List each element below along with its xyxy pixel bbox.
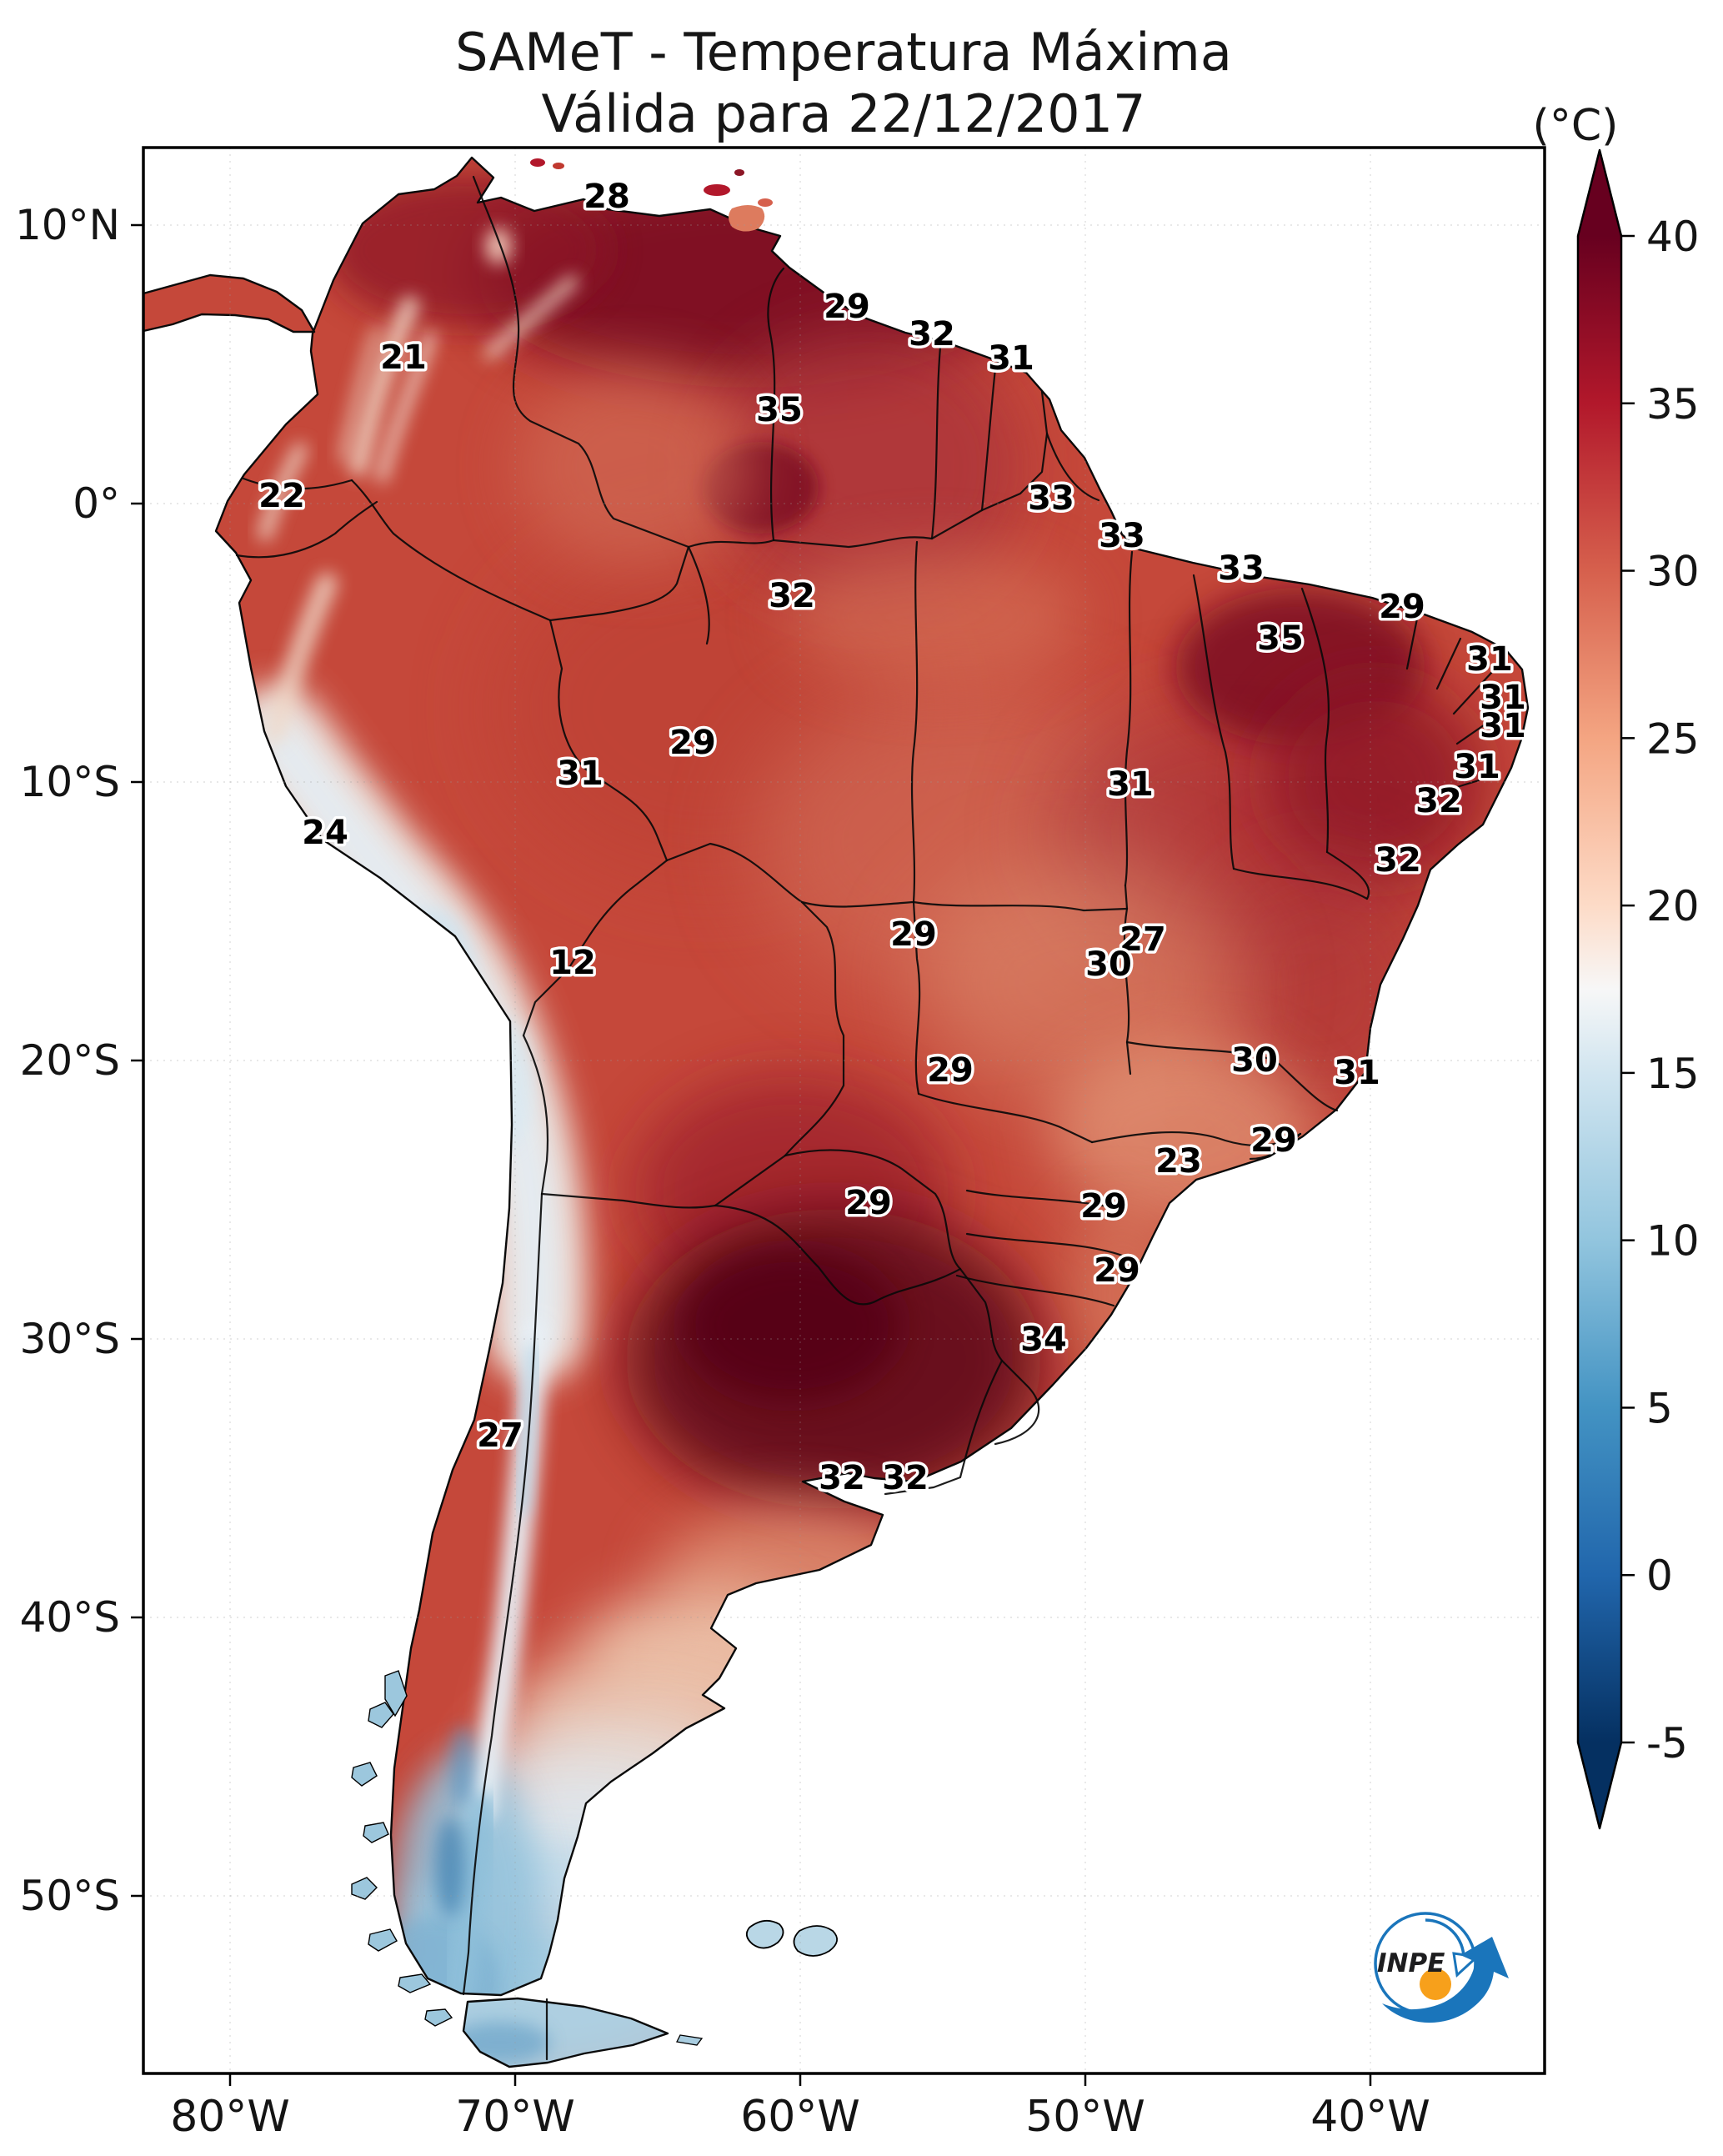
temperature-label: 32	[1375, 841, 1421, 880]
temperature-label: 29	[669, 724, 716, 762]
fjord-islands	[351, 1670, 453, 2027]
colorbar-tick-label: 10	[1646, 1217, 1700, 1266]
plot-frame	[142, 146, 1546, 2075]
temperature-label: 31	[1480, 707, 1526, 745]
temperature-label: 32	[909, 315, 955, 353]
inpe-logo: INPE	[1374, 1912, 1509, 2023]
temperature-label: 30	[1231, 1041, 1278, 1080]
colorbar-tick-label: -5	[1646, 1719, 1688, 1767]
temperature-label: 12	[549, 944, 596, 982]
temperature-label: 29	[1379, 588, 1425, 626]
colorbar-tick-label: 40	[1646, 213, 1700, 261]
colorbar-arrow-top	[1578, 150, 1621, 236]
temperature-label: 29	[845, 1184, 892, 1222]
temperature-label: 33	[1028, 479, 1074, 518]
figure-title-line2: Válida para 22/12/2017	[542, 83, 1146, 144]
colorbar-tick-label: 5	[1646, 1384, 1673, 1432]
temperature-label: 29	[927, 1051, 974, 1090]
colorbar-unit-label: (°C)	[1533, 101, 1619, 151]
temperature-label: 33	[1218, 549, 1265, 588]
islands	[351, 158, 838, 2046]
temperature-label: 29	[1080, 1187, 1127, 1226]
lat-axis: 10°N 0° 10°S 20°S 30°S 40°S 50°S	[15, 201, 143, 1920]
temperature-label: 30	[1085, 945, 1132, 984]
temperature-label: 35	[1257, 619, 1304, 658]
temperature-label: 22	[258, 477, 305, 515]
lon-tick-label: 40°W	[1310, 2092, 1430, 2142]
lat-tick-label: 40°S	[20, 1593, 120, 1642]
lat-tick-label: 30°S	[20, 1315, 120, 1363]
colorbar: (°C) 40 35 30 25 20 15 10 5 0 -5	[1533, 101, 1700, 1830]
temperature-label: 21	[380, 338, 427, 377]
lat-tick-label: 20°S	[20, 1036, 120, 1085]
temperature-label: 32	[1415, 782, 1462, 820]
colorbar-tick-label: 30	[1646, 548, 1700, 596]
temperature-label: 28	[584, 178, 630, 216]
colorbar-tick-label: 0	[1646, 1552, 1673, 1600]
colorbar-tick-label: 25	[1646, 714, 1700, 763]
lon-tick-label: 70°W	[455, 2092, 575, 2142]
lon-tick-label: 50°W	[1025, 2092, 1145, 2142]
coastlines	[143, 156, 1530, 2068]
temperature-label: 33	[1099, 517, 1145, 555]
lat-tick-label: 0°	[73, 479, 120, 528]
colorbar-tick-label: 15	[1646, 1050, 1700, 1098]
temperature-label: 29	[824, 288, 870, 326]
temperature-label: 24	[302, 814, 348, 852]
colorbar-tick-label: 35	[1646, 380, 1700, 429]
temperature-label: 23	[1155, 1142, 1202, 1181]
temperature-label: 29	[1250, 1121, 1297, 1160]
lat-tick-label: 50°S	[20, 1872, 120, 1920]
figure-title-line1: SAMeT - Temperatura Máxima	[455, 22, 1232, 83]
temperature-label: 29	[890, 915, 937, 954]
temperature-label: 31	[1480, 679, 1526, 717]
temperature-label: 35	[756, 391, 803, 429]
colorbar-gradient	[1578, 236, 1621, 1742]
temperature-label: 32	[819, 1459, 865, 1497]
inpe-blue-arrow-icon	[1382, 1937, 1509, 2023]
temperature-label: 27	[1119, 920, 1166, 959]
colorbar-tick-label: 20	[1646, 882, 1700, 930]
lat-tick-label: 10°N	[15, 201, 120, 249]
colorbar-arrow-bottom	[1578, 1742, 1621, 1828]
lat-tick-label: 10°S	[20, 758, 120, 806]
temperature-label: 34	[1020, 1321, 1067, 1359]
lon-tick-label: 80°W	[170, 2092, 290, 2142]
lon-axis: 80°W 70°W 60°W 50°W 40°W	[170, 2073, 1430, 2142]
graticule	[143, 148, 1545, 2073]
state-country-borders	[235, 175, 1502, 2061]
temperature-label: 31	[1466, 640, 1513, 679]
inpe-logo-text: INPE	[1377, 1948, 1445, 1978]
temperature-label: 29	[1094, 1251, 1140, 1290]
temperature-label: 32	[882, 1459, 929, 1497]
temperature-label: 31	[1334, 1054, 1380, 1092]
temperature-label: 31	[1107, 765, 1154, 804]
temperature-label: 31	[557, 755, 604, 793]
temperature-label: 31	[1454, 748, 1500, 786]
colorbar-ticks: 40 35 30 25 20 15 10 5 0 -5	[1621, 213, 1700, 1767]
inpe-orange-dot-icon	[1420, 1968, 1451, 2000]
lon-tick-label: 60°W	[740, 2092, 860, 2142]
temperature-label: 31	[988, 339, 1034, 378]
temperature-label: 27	[477, 1416, 523, 1455]
inpe-swirl-arc-icon	[1425, 1918, 1465, 1959]
temperature-label: 32	[769, 577, 815, 615]
